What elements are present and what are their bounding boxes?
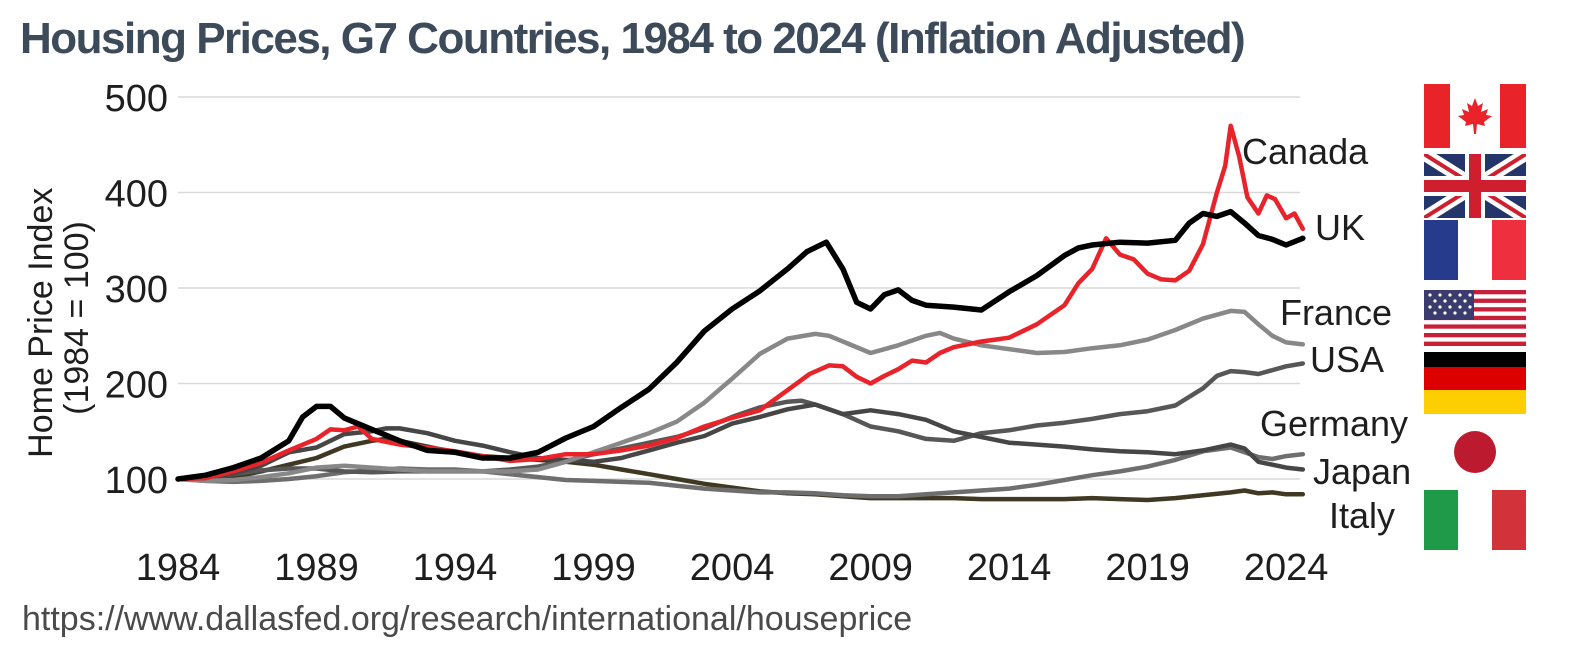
- germany-flag: [1424, 352, 1526, 414]
- x-tick-label: 1994: [413, 547, 498, 589]
- uk-flag: [1424, 154, 1526, 218]
- y-tick-label: 300: [105, 269, 168, 311]
- source-url: https://www.dallasfed.org/research/inter…: [22, 600, 913, 638]
- x-axis-ticks: 1984 1989 1994 1999 2004 2009 2014 2019 2024: [136, 547, 1329, 589]
- italy-flag: [1424, 490, 1526, 550]
- y-tick-label: 400: [105, 174, 168, 216]
- x-tick-label: 2024: [1244, 547, 1329, 589]
- japan-flag: [1424, 418, 1526, 486]
- series-label-usa: USA: [1310, 339, 1384, 380]
- x-tick-label: 1989: [274, 547, 359, 589]
- line-chart: 100 200 300 400 500 1984 1989 1994 1999 2004 2009…: [22, 78, 1411, 589]
- y-tick-label: 200: [105, 365, 168, 407]
- x-tick-label: 2019: [1105, 547, 1190, 589]
- x-tick-label: 2009: [828, 547, 913, 589]
- series-label-canada: Canada: [1242, 131, 1369, 172]
- series-label-japan: Japan: [1313, 451, 1411, 492]
- y-tick-label: 100: [105, 460, 168, 502]
- series-line-france: [175, 308, 1306, 484]
- y-tick-label: 500: [105, 78, 168, 120]
- series-line-uk: [175, 208, 1306, 482]
- usa-flag: [1424, 290, 1526, 346]
- series-line-usa: [175, 361, 1306, 482]
- y-axis-ticks: 100 200 300 400 500: [105, 78, 168, 502]
- x-tick-label: 1984: [136, 547, 221, 589]
- y-axis-label: Home Price Index (1984 = 100): [22, 178, 96, 458]
- gridlines: [178, 96, 1300, 480]
- series-label-germany: Germany: [1260, 403, 1408, 444]
- x-tick-label: 1999: [551, 547, 636, 589]
- chart-title: Housing Prices, G7 Countries, 1984 to 20…: [20, 14, 1246, 63]
- x-tick-label: 2014: [967, 547, 1052, 589]
- series-label-uk: UK: [1315, 207, 1365, 248]
- canada-flag: [1424, 84, 1526, 148]
- stars-and-stripes-icon: [1424, 290, 1526, 346]
- series-label-italy: Italy: [1329, 495, 1395, 536]
- maple-leaf-icon: [1458, 98, 1492, 134]
- series-label-france: France: [1280, 292, 1392, 333]
- y-axis-label-line-1: Home Price Index: [22, 188, 60, 458]
- union-jack-icon: [1424, 154, 1526, 218]
- x-tick-label: 2004: [690, 547, 775, 589]
- series-lines: [175, 123, 1306, 503]
- france-flag: [1424, 220, 1526, 280]
- y-axis-label-line-2: (1984 = 100): [58, 221, 96, 415]
